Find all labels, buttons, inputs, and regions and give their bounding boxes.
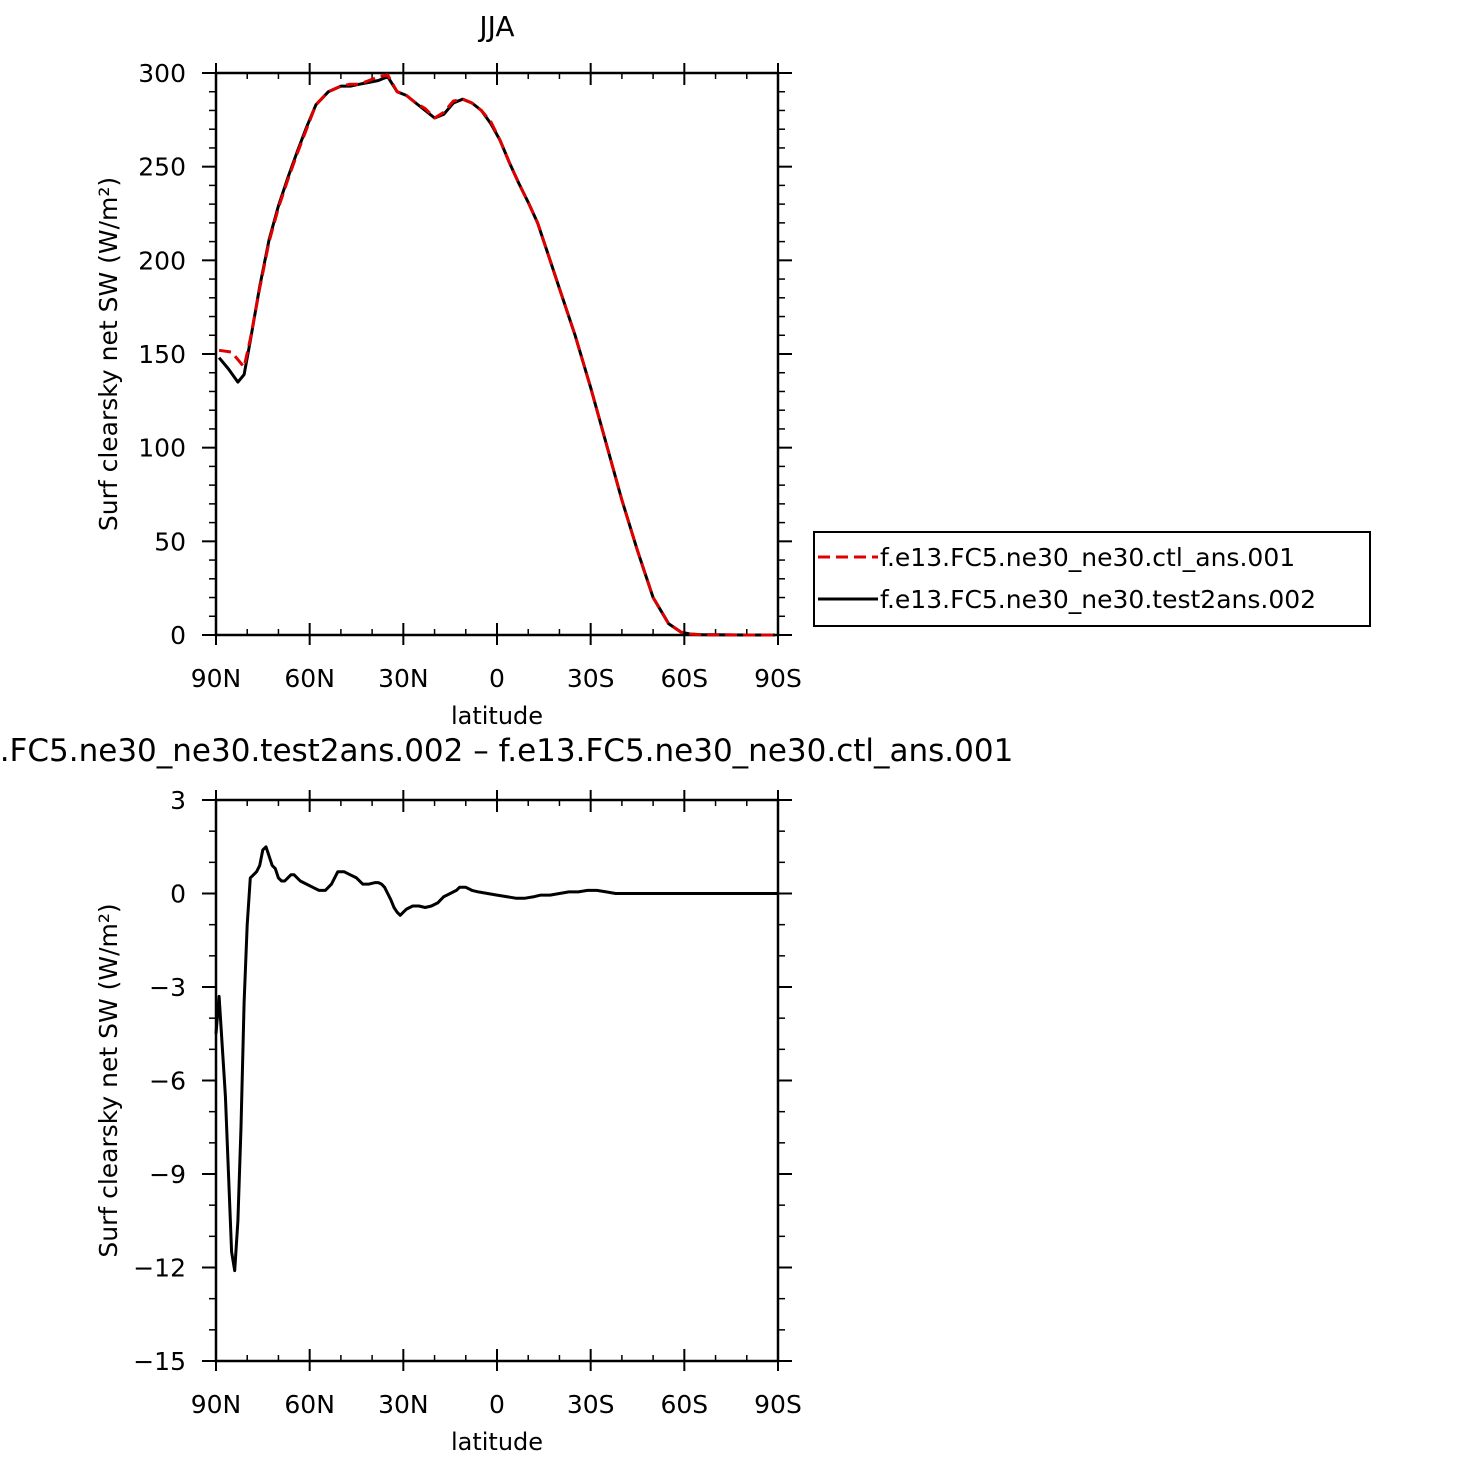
x-tick-label: 60N [284,664,335,693]
x-tick-label: 0 [489,664,505,693]
chart-panel-2: f.e13.FC5.ne30_ne30.test2ans.002 – f.e13… [0,733,1013,1456]
y-axis-label: Surf clearsky net SW (W/m²) [94,903,123,1257]
chart-title: f.e13.FC5.ne30_ne30.test2ans.002 – f.e13… [0,733,1013,769]
y-tick-label: −9 [149,1160,186,1189]
y-tick-label: −12 [133,1254,186,1283]
y-tick-label: −6 [149,1067,186,1096]
y-tick-label: −15 [133,1347,186,1376]
y-tick-label: 0 [170,621,186,650]
x-axis-label: latitude [451,702,543,730]
y-axis-label: Surf clearsky net SW (W/m²) [94,177,123,531]
x-tick-label: 0 [489,1390,505,1419]
x-tick-label: 90N [191,1390,242,1419]
chart-panel-1: JJA 90N 60N 30N 0 30S 60S 90S 0 50 100 150 200 250 300… [94,10,1371,730]
x-tick-label: 30N [378,1390,429,1419]
y-tick-label: −3 [149,973,186,1002]
legend-label: f.e13.FC5.ne30_ne30.test2ans.002 [880,585,1316,614]
x-tick-label: 30S [567,1390,615,1419]
y-tick-label: 150 [138,340,186,369]
x-tick-label: 90S [754,1390,802,1419]
legend-box [813,531,1371,627]
plot-frame [214,71,780,637]
x-tick-label: 60S [660,1390,708,1419]
x-tick-label: 90N [191,664,242,693]
y-tick-label: 200 [138,246,186,275]
series-line [214,845,778,1273]
legend: f.e13.FC5.ne30_ne30.ctl_ans.001 f.e13.FC5… [813,531,1371,627]
legend-label: f.e13.FC5.ne30_ne30.ctl_ans.001 [880,543,1295,572]
y-tick-label: 0 [170,880,186,909]
x-tick-label: 30N [378,664,429,693]
y-tick-label: 300 [138,59,186,88]
x-tick-label: 60N [284,1390,335,1419]
series-line [217,75,775,637]
x-tick-label: 90S [754,664,802,693]
x-tick-label: 60S [660,664,708,693]
y-tick-label: 50 [154,527,186,556]
x-tick-label: 30S [567,664,615,693]
x-axis-label: latitude [451,1428,543,1456]
y-tick-label: 250 [138,153,186,182]
y-tick-label: 3 [170,786,186,815]
series-line [218,73,775,637]
plot-frame [214,798,780,1363]
y-tick-label: 100 [138,434,186,463]
chart-title: JJA [477,10,514,43]
